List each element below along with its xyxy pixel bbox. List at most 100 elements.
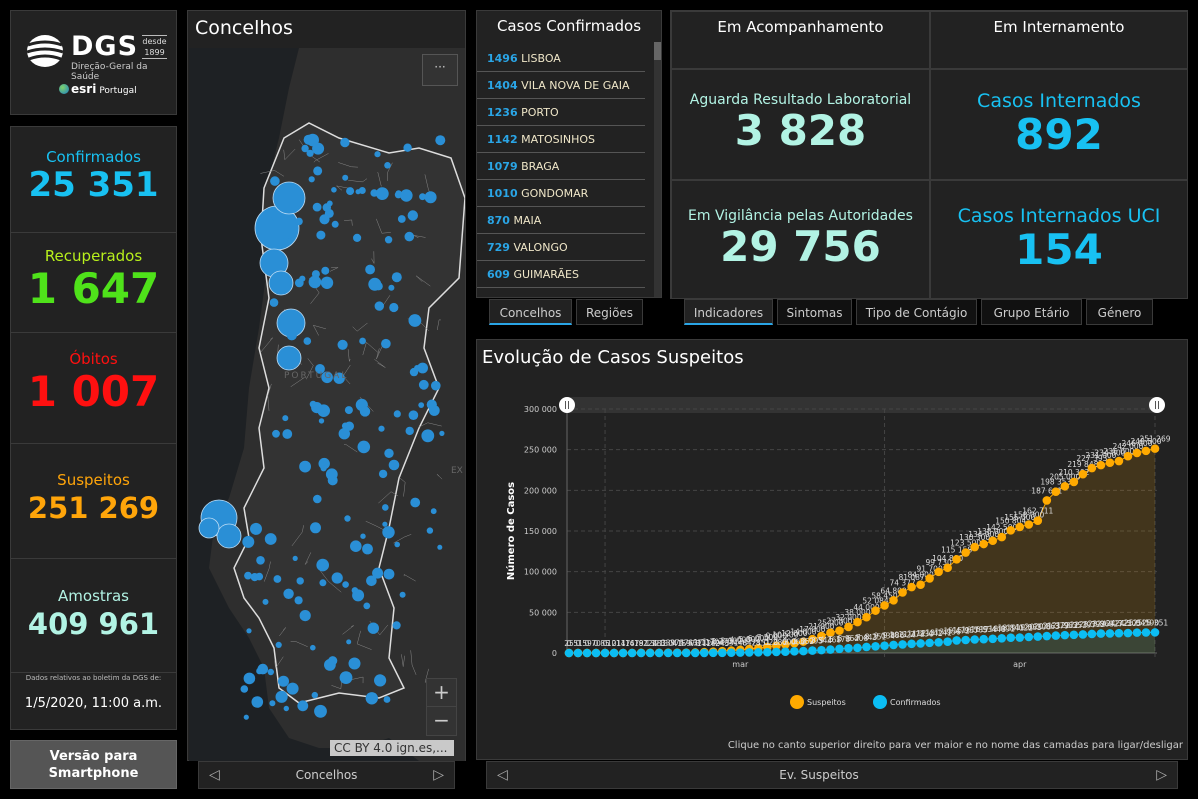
case-bubble[interactable]	[410, 497, 421, 508]
case-bubble[interactable]	[317, 404, 330, 418]
case-row[interactable]: 870 MAIA	[477, 207, 645, 234]
data-point[interactable]	[636, 648, 646, 658]
case-bubble[interactable]	[426, 527, 434, 534]
case-bubble[interactable]	[320, 276, 334, 289]
case-bubble[interactable]	[418, 402, 425, 408]
data-point[interactable]	[907, 639, 916, 649]
case-bubble[interactable]	[325, 468, 338, 481]
case-bubble[interactable]	[268, 270, 294, 296]
case-bubble[interactable]	[314, 704, 327, 718]
tab-regioes[interactable]: Regiões	[576, 299, 643, 325]
case-bubble[interactable]	[256, 556, 265, 565]
data-point[interactable]	[1033, 516, 1043, 525]
data-point[interactable]	[1096, 629, 1106, 638]
data-point[interactable]	[826, 628, 835, 637]
case-bubble[interactable]	[267, 668, 274, 676]
cases-scrollbar[interactable]	[654, 42, 661, 297]
data-point[interactable]	[916, 639, 925, 648]
case-bubble[interactable]	[388, 459, 400, 471]
case-bubble[interactable]	[321, 371, 333, 384]
case-bubble[interactable]	[384, 236, 393, 244]
data-point[interactable]	[1069, 630, 1079, 640]
case-bubble[interactable]	[243, 714, 249, 720]
case-bubble[interactable]	[315, 364, 325, 374]
scrollbar-thumb[interactable]	[654, 42, 661, 60]
legend-label[interactable]: Confirmados	[890, 698, 941, 707]
data-point[interactable]	[1132, 628, 1142, 637]
data-point[interactable]	[943, 637, 952, 646]
tab-tipo-contagio[interactable]: Tipo de Contágio	[856, 299, 977, 325]
case-bubble[interactable]	[316, 230, 326, 240]
case-bubble[interactable]	[310, 644, 316, 651]
data-point[interactable]	[1087, 629, 1097, 639]
case-bubble[interactable]	[418, 379, 429, 390]
data-point[interactable]	[1132, 448, 1142, 458]
data-point[interactable]	[781, 647, 790, 656]
case-bubble[interactable]	[331, 220, 339, 228]
case-bubble[interactable]	[290, 206, 298, 213]
range-slider-track[interactable]	[567, 397, 1157, 413]
case-row[interactable]: 729 VALONGO	[477, 234, 645, 261]
case-bubble[interactable]	[321, 266, 330, 275]
case-bubble[interactable]	[283, 588, 294, 599]
data-point[interactable]	[826, 645, 835, 654]
data-point[interactable]	[844, 622, 853, 632]
data-point[interactable]	[916, 580, 925, 589]
case-bubble[interactable]	[406, 144, 412, 150]
case-bubble[interactable]	[365, 692, 378, 705]
case-bubble[interactable]	[246, 628, 252, 634]
case-bubble[interactable]	[299, 460, 311, 473]
case-bubble[interactable]	[340, 137, 350, 148]
case-bubble[interactable]	[308, 176, 315, 183]
case-bubble[interactable]	[306, 149, 314, 157]
nav-next-icon[interactable]: ▷	[1156, 767, 1167, 783]
data-point[interactable]	[853, 643, 862, 653]
data-point[interactable]	[663, 648, 673, 658]
case-bubble[interactable]	[366, 575, 377, 587]
case-bubble[interactable]	[368, 277, 382, 291]
data-point[interactable]	[681, 648, 691, 658]
legend-swatch[interactable]	[790, 695, 804, 709]
case-bubble[interactable]	[404, 231, 415, 242]
case-bubble[interactable]	[372, 567, 384, 579]
case-row[interactable]: 609 GUIMARÃES	[477, 261, 645, 288]
case-bubble[interactable]	[243, 672, 256, 685]
case-bubble[interactable]	[342, 581, 349, 588]
data-point[interactable]	[573, 648, 583, 658]
case-bubble[interactable]	[419, 193, 426, 201]
smartphone-version-button[interactable]: Versão para Smartphone	[10, 740, 177, 789]
case-bubble[interactable]	[316, 558, 329, 572]
data-point[interactable]	[1051, 487, 1061, 496]
case-bubble[interactable]	[264, 533, 277, 545]
case-bubble[interactable]	[378, 425, 385, 432]
data-point[interactable]	[1096, 460, 1106, 470]
data-point[interactable]	[970, 542, 979, 552]
data-point[interactable]	[799, 637, 808, 646]
data-point[interactable]	[925, 638, 934, 648]
data-point[interactable]	[1006, 633, 1016, 642]
tab-concelhos[interactable]: Concelhos	[489, 299, 572, 325]
data-point[interactable]	[1042, 496, 1052, 505]
case-bubble[interactable]	[435, 135, 446, 146]
case-bubble[interactable]	[242, 535, 255, 548]
data-point[interactable]	[772, 647, 781, 657]
tab-grupo-etario[interactable]: Grupo Etário	[981, 299, 1082, 325]
data-point[interactable]	[997, 633, 1007, 643]
case-bubble[interactable]	[405, 426, 414, 436]
case-bubble[interactable]	[273, 575, 282, 583]
data-point[interactable]	[772, 641, 781, 650]
case-bubble[interactable]	[313, 166, 323, 176]
data-point[interactable]	[1024, 632, 1034, 642]
data-point[interactable]	[582, 648, 592, 658]
data-point[interactable]	[862, 642, 871, 652]
case-bubble[interactable]	[437, 544, 443, 550]
data-point[interactable]	[1033, 632, 1043, 641]
data-point[interactable]	[997, 532, 1007, 542]
case-bubble[interactable]	[324, 659, 336, 671]
case-bubble[interactable]	[408, 410, 419, 421]
data-point[interactable]	[699, 648, 709, 658]
case-bubble[interactable]	[383, 696, 391, 703]
case-bubble[interactable]	[282, 429, 293, 439]
case-bubble[interactable]	[353, 233, 362, 242]
case-bubble[interactable]	[286, 682, 299, 695]
